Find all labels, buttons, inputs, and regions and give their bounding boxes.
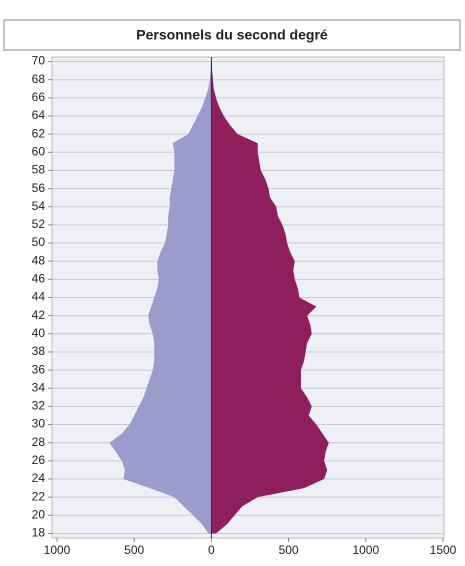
x-tick-label: 500 [124,543,144,557]
x-tick-label: 1000 [44,543,71,557]
y-tick-label: 68 [32,72,46,86]
y-tick-label: 26 [32,453,46,467]
y-tick-label: 60 [32,144,46,158]
y-tick-label: 30 [32,417,46,431]
x-tick-label: 1000 [352,543,379,557]
y-tick-label: 48 [32,253,46,267]
y-tick-label: 52 [32,217,46,231]
pyramid-area [109,61,212,534]
y-tick-label: 32 [32,399,46,413]
y-tick-label: 62 [32,126,46,140]
x-tick-label: 500 [279,543,299,557]
y-tick-label: 58 [32,163,46,177]
y-tick-label: 38 [32,344,46,358]
pyramid-area [211,61,329,534]
title-box [3,19,461,51]
y-tick-label: 28 [32,435,46,449]
x-tick-label: 1500 [430,543,457,557]
y-tick-label: 40 [32,326,46,340]
chart-title: Personnels du second degré [136,27,328,43]
x-tick-label: 0 [208,543,215,557]
y-tick-label: 36 [32,362,46,376]
y-tick-label: 66 [32,90,46,104]
y-tick-label: 22 [32,489,46,503]
y-tick-label: 50 [32,235,46,249]
y-tick-label: 34 [32,380,46,394]
y-tick-label: 64 [32,108,46,122]
y-tick-label: 56 [32,181,46,195]
y-tick-label: 70 [32,54,46,68]
y-tick-label: 54 [32,199,46,213]
y-tick-label: 46 [32,272,46,286]
y-tick-label: 24 [32,471,46,485]
y-tick-label: 20 [32,507,46,521]
y-tick-label: 44 [32,290,46,304]
y-tick-label: 18 [32,526,46,540]
y-tick-label: 42 [32,308,46,322]
